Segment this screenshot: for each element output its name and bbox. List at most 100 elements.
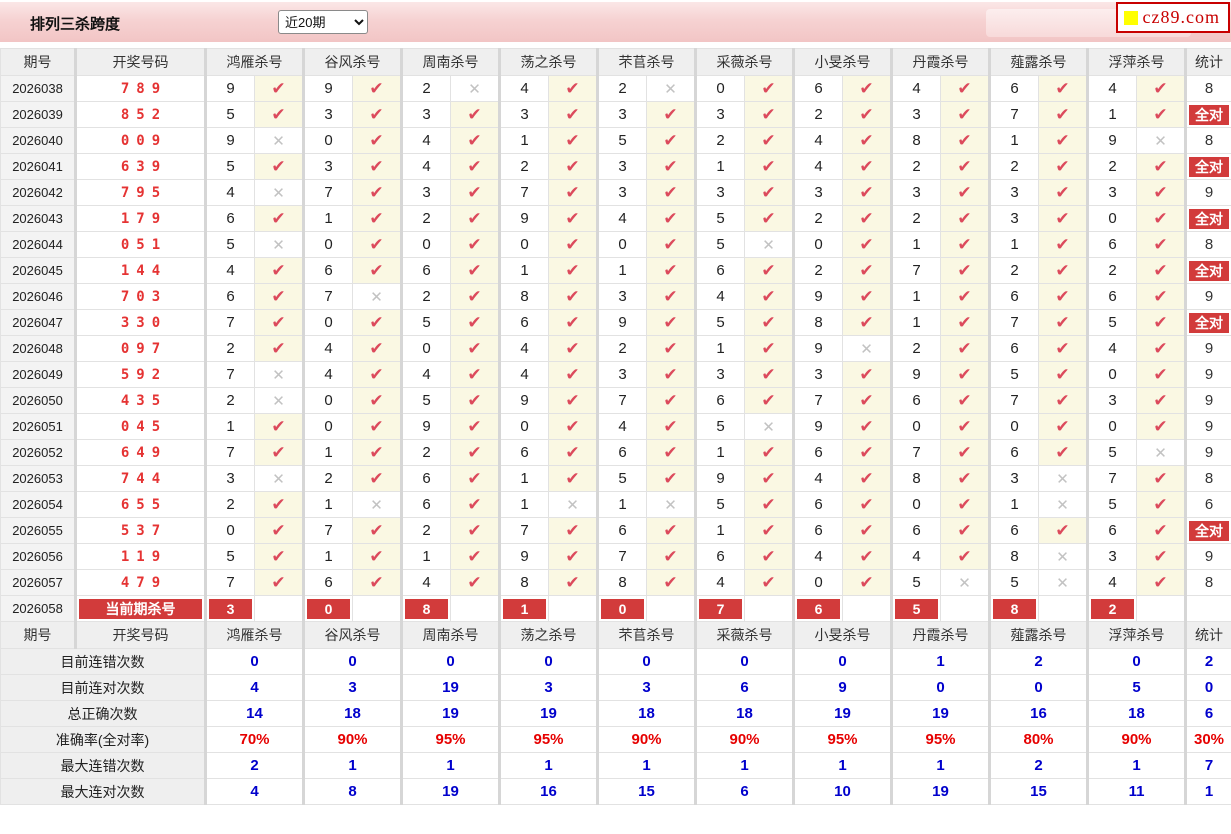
kill-number: 1 (596, 491, 647, 518)
kill-number: 3 (596, 153, 647, 180)
check-icon: ✔ (646, 309, 696, 336)
summary-value: 1 (1086, 752, 1186, 779)
check-icon: ✔ (1136, 309, 1186, 336)
period-cell: 2026048 (0, 335, 76, 362)
kill-number: 0 (792, 231, 843, 258)
summary-value: 80% (988, 726, 1088, 753)
check-icon: ✔ (744, 153, 794, 180)
kill-number: 7 (204, 361, 255, 388)
site-logo[interactable]: cz89.com (1115, 2, 1230, 33)
check-icon: ✔ (646, 465, 696, 492)
kill-number: 8 (596, 569, 647, 596)
check-icon: ✔ (1038, 231, 1088, 258)
table-row: 2026043 179 6 ✔ 1 ✔ 2 ✔ 9 ✔ 4 ✔ 5 ✔ 2 ✔ 2 ✔ 3 ✔ 0 ✔ 全对 (0, 205, 1231, 232)
summary-value: 0 (792, 648, 892, 675)
check-icon: ✔ (352, 309, 402, 336)
kill-number: 5 (204, 153, 255, 180)
check-icon: ✔ (842, 257, 892, 284)
draw-numbers: 330 (74, 309, 206, 336)
kill-number: 4 (400, 569, 451, 596)
kill-number: 4 (890, 75, 941, 102)
kill-number: 4 (1086, 335, 1137, 362)
check-icon: ✔ (1038, 283, 1088, 310)
draw-numbers: 179 (74, 205, 206, 232)
current-kill-number-text: 6 (797, 598, 840, 619)
kill-number: 1 (890, 283, 941, 310)
check-icon: ✔ (254, 205, 304, 232)
check-icon: ✔ (548, 231, 598, 258)
check-icon: ✔ (450, 387, 500, 414)
summary-label: 总正确次数 (0, 700, 206, 727)
stat-empty (1184, 595, 1231, 622)
check-icon: ✔ (842, 543, 892, 570)
summary-value: 5 (1086, 674, 1186, 701)
all-right-label: 全对 (1189, 312, 1229, 333)
kill-number: 2 (498, 153, 549, 180)
kill-number: 6 (400, 491, 451, 518)
kill-number: 0 (1086, 205, 1137, 232)
kill-number: 5 (596, 465, 647, 492)
check-icon: ✔ (352, 153, 402, 180)
kill-number: 7 (302, 179, 353, 206)
kill-number: 6 (400, 257, 451, 284)
summary-value: 1 (890, 648, 990, 675)
kill-number: 6 (1086, 231, 1137, 258)
col-header-kill-4: 荡之杀号 (498, 48, 598, 76)
period-range-select[interactable]: 近20期 (278, 10, 368, 34)
check-icon: ✔ (940, 101, 990, 128)
summary-row: 目前连对次数 4 3 19 3 3 6 9 0 0 5 0 (0, 674, 1231, 701)
check-icon: ✔ (548, 543, 598, 570)
stat-count: 8 (1184, 75, 1231, 102)
kill-number: 6 (988, 439, 1039, 466)
period-cell: 2026053 (0, 465, 76, 492)
kill-number: 6 (792, 491, 843, 518)
table-row: 2026050 435 2 ✕ 0 ✔ 5 ✔ 9 ✔ 7 ✔ 6 ✔ 7 ✔ 6 ✔ 7 ✔ 3 ✔ 9 (0, 387, 1231, 414)
kill-number: 1 (694, 153, 745, 180)
summary-value: 95% (792, 726, 892, 753)
kill-number: 4 (400, 153, 451, 180)
check-icon: ✔ (450, 127, 500, 154)
draw-numbers: 744 (74, 465, 206, 492)
kill-number: 5 (890, 569, 941, 596)
stat-all-right-badge: 全对 (1184, 517, 1231, 544)
check-icon: ✔ (548, 283, 598, 310)
current-kill-number-text: 2 (1091, 598, 1134, 619)
check-icon: ✔ (744, 361, 794, 388)
kill-number: 3 (302, 153, 353, 180)
summary-value: 0 (694, 648, 794, 675)
kill-number: 1 (498, 127, 549, 154)
kill-number: 3 (400, 101, 451, 128)
check-icon: ✔ (842, 179, 892, 206)
draw-numbers: 009 (74, 127, 206, 154)
current-kill-number-text: 7 (699, 598, 742, 619)
summary-value: 15 (988, 778, 1088, 805)
kill-number: 9 (498, 205, 549, 232)
kill-number: 2 (400, 75, 451, 102)
kill-number: 9 (302, 75, 353, 102)
draw-numbers: 639 (74, 153, 206, 180)
kill-number: 7 (596, 387, 647, 414)
check-icon: ✔ (548, 465, 598, 492)
kill-number: 4 (204, 257, 255, 284)
summary-value: 4 (204, 778, 304, 805)
kill-number: 5 (694, 413, 745, 440)
summary-value: 90% (596, 726, 696, 753)
kill-number: 3 (988, 179, 1039, 206)
cross-icon: ✕ (940, 569, 990, 596)
check-icon: ✔ (548, 179, 598, 206)
stat-all-right-badge: 全对 (1184, 153, 1231, 180)
check-icon: ✔ (940, 361, 990, 388)
check-icon: ✔ (450, 413, 500, 440)
cross-icon: ✕ (548, 491, 598, 518)
current-kill-number-text: 8 (993, 598, 1036, 619)
check-icon: ✔ (548, 335, 598, 362)
check-icon: ✔ (352, 517, 402, 544)
check-icon: ✔ (254, 101, 304, 128)
kill-number: 6 (890, 387, 941, 414)
check-icon: ✔ (646, 101, 696, 128)
kill-number: 1 (890, 309, 941, 336)
col-header-kill-9: 薤露杀号 (988, 48, 1088, 76)
kill-number: 8 (890, 127, 941, 154)
summary-stat-value: 1 (1184, 778, 1231, 805)
kill-number: 3 (694, 361, 745, 388)
